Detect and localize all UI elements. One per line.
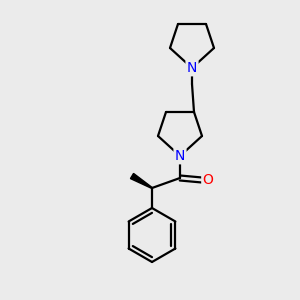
Text: N: N	[187, 61, 197, 75]
Polygon shape	[130, 173, 152, 188]
Text: N: N	[175, 149, 185, 163]
Text: O: O	[202, 173, 213, 187]
